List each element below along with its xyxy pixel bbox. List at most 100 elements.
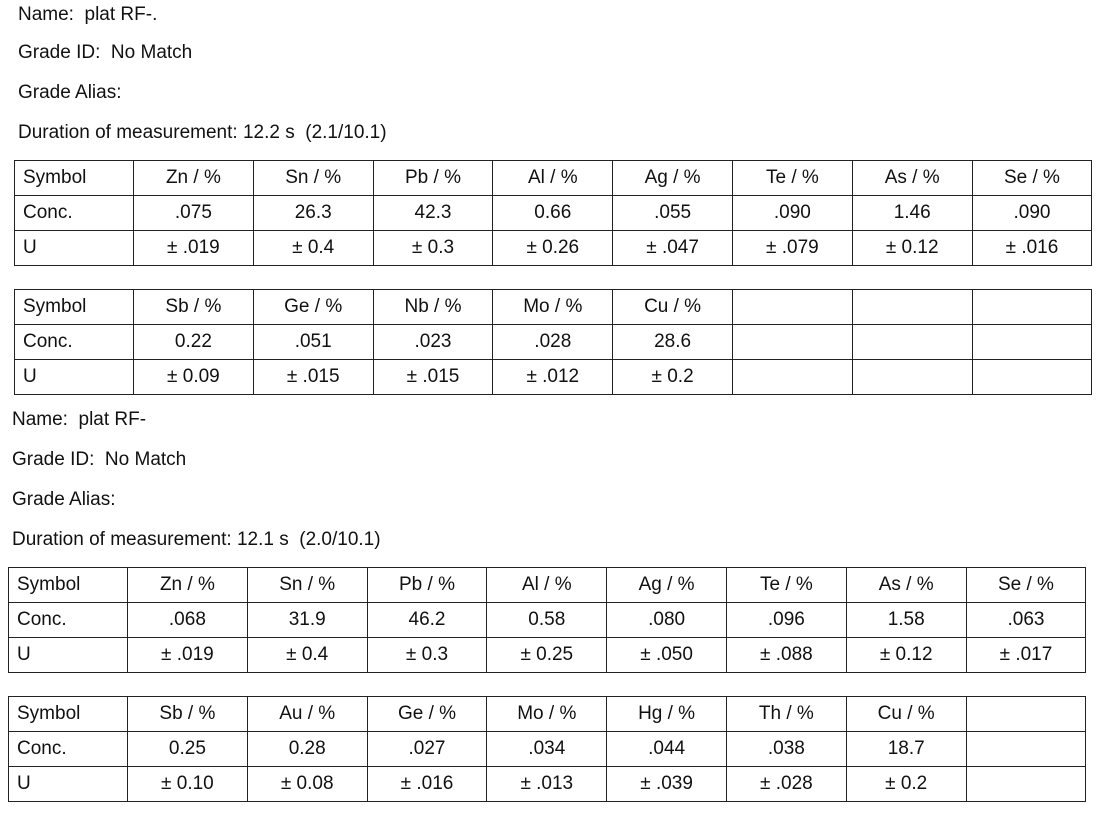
concentration-row: Conc. 0.25 0.28.027.034.044.038 18.7: [8, 731, 1087, 767]
element-header-cell: Th / %: [725, 696, 847, 732]
concentration-cell: 0.58: [486, 602, 608, 638]
uncertainty-cell: ± .015: [372, 359, 494, 395]
element-header-cell: Sb / %: [127, 696, 248, 732]
concentration-cell: .038: [725, 731, 847, 767]
element-header-cell: Ge / %: [366, 696, 488, 732]
symbol-row: Symbol Zn / % Sn / % Pb / % Al / % Ag / % Te /…: [14, 160, 1093, 196]
row-label: Symbol: [14, 160, 134, 196]
row-label: U: [14, 359, 134, 395]
element-header-cell: Mo / %: [492, 289, 614, 325]
row-label: Conc.: [14, 195, 134, 231]
sample-name: Name: plat RF-: [12, 409, 147, 430]
element-header-cell: Cu / %: [612, 289, 733, 325]
element-header-cell: Au / %: [246, 696, 368, 732]
uncertainty-cell: ± 0.3: [366, 637, 488, 673]
symbol-row: Symbol Sb / % Ge / % Nb / % Mo / % Cu / %: [14, 289, 1093, 325]
concentration-cell: .034: [486, 731, 608, 767]
symbol-row: Symbol Zn / % Sn / % Pb / % Al / % Ag / % Te /…: [8, 567, 1087, 603]
measurement-duration: Duration of measurement: 12.2 s (2.1/10.…: [18, 122, 387, 143]
uncertainty-cell: ± .050: [606, 637, 727, 673]
uncertainty-row: U ± .019 ± 0.4 ± 0.3 ± 0.25 ± .050 ± .088 ± 0.1…: [8, 637, 1087, 673]
concentration-cell: 18.7: [845, 731, 967, 767]
uncertainty-cell: ± 0.3: [372, 230, 494, 266]
element-header-cell: Se / %: [971, 160, 1093, 196]
uncertainty-cell: ± 0.25: [486, 637, 608, 673]
uncertainty-cell: [965, 766, 1087, 802]
row-label: Conc.: [14, 324, 134, 360]
element-header-cell: Zn / %: [133, 160, 254, 196]
uncertainty-cell: ± .079: [731, 230, 853, 266]
uncertainty-row: U ± .019 ± 0.4 ± 0.3 ± 0.26 ± .047 ± .079 ± 0.1…: [14, 230, 1093, 266]
element-table-2: Symbol Sb / % Ge / % Nb / % Mo / % Cu / % Conc…: [14, 289, 1093, 395]
symbol-row: Symbol Sb / % Au / % Ge / % Mo / % Hg / % Th /…: [8, 696, 1087, 732]
concentration-cell: .055: [612, 195, 733, 231]
uncertainty-cell: ± 0.10: [127, 766, 248, 802]
element-header-cell: Hg / %: [606, 696, 727, 732]
element-table-1: Symbol Zn / % Sn / % Pb / % Al / % Ag / % Te /…: [14, 160, 1093, 266]
concentration-cell: .028: [492, 324, 614, 360]
concentration-cell: 26.3: [252, 195, 374, 231]
element-header-cell: Te / %: [725, 567, 847, 603]
uncertainty-cell: ± .016: [971, 230, 1093, 266]
concentration-cell: [731, 324, 853, 360]
element-table-2: Symbol Sb / % Au / % Ge / % Mo / % Hg / % Th /…: [8, 696, 1087, 802]
element-header-cell: Nb / %: [372, 289, 494, 325]
concentration-cell: .023: [372, 324, 494, 360]
concentration-row: Conc. .075 26.3 42.3 0.66.055.090 1.46.090: [14, 195, 1093, 231]
concentration-row: Conc. .068 31.9 46.2 0.58.080.096 1.58.063: [8, 602, 1087, 638]
row-label: Symbol: [14, 289, 134, 325]
row-label: U: [14, 230, 134, 266]
concentration-cell: 0.25: [127, 731, 248, 767]
uncertainty-cell: ± .088: [725, 637, 847, 673]
element-header-cell: Sn / %: [246, 567, 368, 603]
element-header-cell: As / %: [851, 160, 973, 196]
uncertainty-cell: ± 0.26: [492, 230, 614, 266]
concentration-cell: .096: [725, 602, 847, 638]
concentration-cell: .027: [366, 731, 488, 767]
uncertainty-row: U ± 0.09 ± .015 ± .015 ± .012 ± 0.2: [14, 359, 1093, 395]
concentration-cell: 42.3: [372, 195, 494, 231]
row-label: Conc.: [8, 731, 128, 767]
element-header-cell: Al / %: [492, 160, 614, 196]
uncertainty-cell: ± .028: [725, 766, 847, 802]
row-label: Conc.: [8, 602, 128, 638]
element-header-cell: Sn / %: [252, 160, 374, 196]
element-header-cell: Pb / %: [366, 567, 488, 603]
uncertainty-cell: ± 0.4: [252, 230, 374, 266]
element-header-cell: Ag / %: [612, 160, 733, 196]
element-header-cell: Zn / %: [127, 567, 248, 603]
concentration-cell: [851, 324, 973, 360]
uncertainty-cell: ± 0.2: [845, 766, 967, 802]
uncertainty-cell: ± .017: [965, 637, 1087, 673]
element-header-cell: Sb / %: [133, 289, 254, 325]
uncertainty-cell: [971, 359, 1093, 395]
grade-alias: Grade Alias:: [12, 489, 116, 510]
element-table-1: Symbol Zn / % Sn / % Pb / % Al / % Ag / % Te /…: [8, 567, 1087, 673]
row-label: Symbol: [8, 567, 128, 603]
uncertainty-cell: [731, 359, 853, 395]
row-label: Symbol: [8, 696, 128, 732]
grade-id: Grade ID: No Match: [12, 449, 187, 470]
measurement-duration: Duration of measurement: 12.1 s (2.0/10.…: [12, 529, 381, 550]
element-header-cell: [965, 696, 1087, 732]
concentration-cell: .090: [731, 195, 853, 231]
uncertainty-cell: ± 0.09: [133, 359, 254, 395]
uncertainty-cell: ± .012: [492, 359, 614, 395]
element-header-cell: Ag / %: [606, 567, 727, 603]
uncertainty-cell: ± 0.08: [246, 766, 368, 802]
uncertainty-cell: ± .016: [366, 766, 488, 802]
concentration-cell: 28.6: [612, 324, 733, 360]
element-header-cell: Al / %: [486, 567, 608, 603]
uncertainty-cell: ± .019: [133, 230, 254, 266]
element-header-cell: [731, 289, 853, 325]
uncertainty-cell: ± .015: [252, 359, 374, 395]
grade-id: Grade ID: No Match: [18, 42, 193, 63]
concentration-cell: [965, 731, 1087, 767]
uncertainty-row: U ± 0.10 ± 0.08 ± .016 ± .013 ± .039 ± .028 ± 0…: [8, 766, 1087, 802]
concentration-cell: .068: [127, 602, 248, 638]
concentration-cell: .044: [606, 731, 727, 767]
concentration-cell: 1.46: [851, 195, 973, 231]
concentration-cell: 0.66: [492, 195, 614, 231]
uncertainty-cell: ± .019: [127, 637, 248, 673]
uncertainty-cell: ± .013: [486, 766, 608, 802]
